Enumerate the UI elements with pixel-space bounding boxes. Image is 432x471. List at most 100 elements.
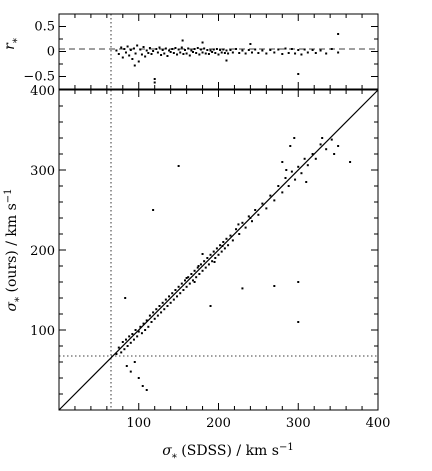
main-point [297, 321, 300, 323]
main-point [257, 213, 260, 216]
residual-point [188, 54, 191, 57]
main-point [187, 276, 190, 279]
residual-point [227, 52, 230, 55]
main-point [319, 143, 322, 146]
residual-point [136, 44, 139, 47]
residual-point [330, 48, 333, 50]
main-point [293, 137, 296, 139]
main-point [184, 279, 187, 282]
main-point [163, 308, 166, 311]
residual-point [337, 33, 340, 35]
residual-point [209, 49, 212, 52]
residual-point [235, 48, 238, 50]
residual-point [217, 53, 220, 56]
main-point [193, 269, 196, 272]
residual-point [297, 73, 300, 75]
residual-point [172, 52, 175, 54]
main-point [177, 285, 180, 288]
main-point [134, 329, 137, 331]
main-point [199, 263, 202, 266]
main-point [321, 137, 324, 139]
main-point [133, 361, 136, 363]
main-point [229, 234, 232, 237]
residual-point [139, 48, 142, 51]
main-point [196, 266, 199, 269]
main-point [172, 298, 175, 301]
residual-point [187, 47, 190, 50]
main-point [265, 207, 268, 210]
residual-point [150, 53, 153, 55]
main-point [137, 377, 140, 379]
residual-y-tick-label: −0.5 [23, 70, 55, 85]
residual-point [203, 47, 206, 50]
residual-point [277, 48, 280, 51]
main-point [195, 276, 198, 279]
residual-point [164, 47, 167, 50]
main-point [128, 335, 131, 338]
residual-point [158, 46, 161, 49]
main-point [182, 289, 185, 291]
main-point [136, 335, 139, 338]
main-point [325, 148, 328, 151]
main-point [115, 353, 118, 355]
residual-point [247, 49, 250, 51]
one-to-one-line [58, 89, 379, 411]
residual-point [215, 48, 218, 50]
main-point [214, 257, 217, 259]
main-point [227, 244, 230, 247]
main-points [115, 137, 352, 391]
residual-point [223, 52, 226, 54]
main-point [131, 333, 134, 335]
main-point [169, 301, 172, 304]
residual-point [191, 51, 194, 53]
residual-point [180, 46, 183, 49]
residual-point [152, 50, 155, 52]
main-point [125, 365, 128, 367]
residual-point [153, 78, 156, 80]
residual-point [171, 48, 174, 50]
main-point [281, 191, 284, 194]
residual-point [211, 51, 214, 53]
main-point [150, 321, 153, 323]
residual-point [300, 53, 303, 56]
main-point [166, 305, 169, 307]
main-point [171, 292, 174, 295]
residual-point [287, 52, 290, 54]
residual-point [311, 49, 314, 51]
residual-point [181, 39, 184, 42]
residual-point [161, 49, 164, 51]
main-point [147, 325, 150, 328]
main-point [144, 329, 147, 331]
residual-point [244, 52, 247, 55]
residual-point [290, 48, 293, 50]
main-point [219, 244, 222, 247]
residual-point [198, 53, 201, 56]
residual-point [303, 48, 306, 51]
main-point [176, 295, 179, 298]
main-point [161, 301, 164, 304]
residual-point [250, 51, 253, 54]
main-point [191, 279, 194, 282]
residual-point [160, 54, 163, 56]
main-point [247, 215, 250, 218]
main-point [141, 385, 144, 387]
residual-point [185, 52, 188, 55]
main-point [155, 308, 158, 311]
main-point [121, 341, 124, 343]
residual-point [325, 52, 328, 55]
residual-x-ticks [58, 14, 379, 89]
residual-panel: −0.5 0 0.5 r* [2, 13, 379, 90]
residual-point [124, 51, 127, 54]
residual-point [176, 53, 179, 56]
main-point [231, 239, 234, 242]
residual-point [142, 46, 145, 48]
main-point [238, 233, 241, 235]
main-point [152, 209, 155, 211]
main-point [185, 285, 188, 288]
residual-point [281, 53, 284, 55]
residual-point [134, 52, 137, 55]
residual-point [265, 52, 268, 55]
main-point [337, 145, 340, 147]
residual-y-tick-label: 0 [47, 45, 55, 60]
residual-point [129, 49, 132, 51]
